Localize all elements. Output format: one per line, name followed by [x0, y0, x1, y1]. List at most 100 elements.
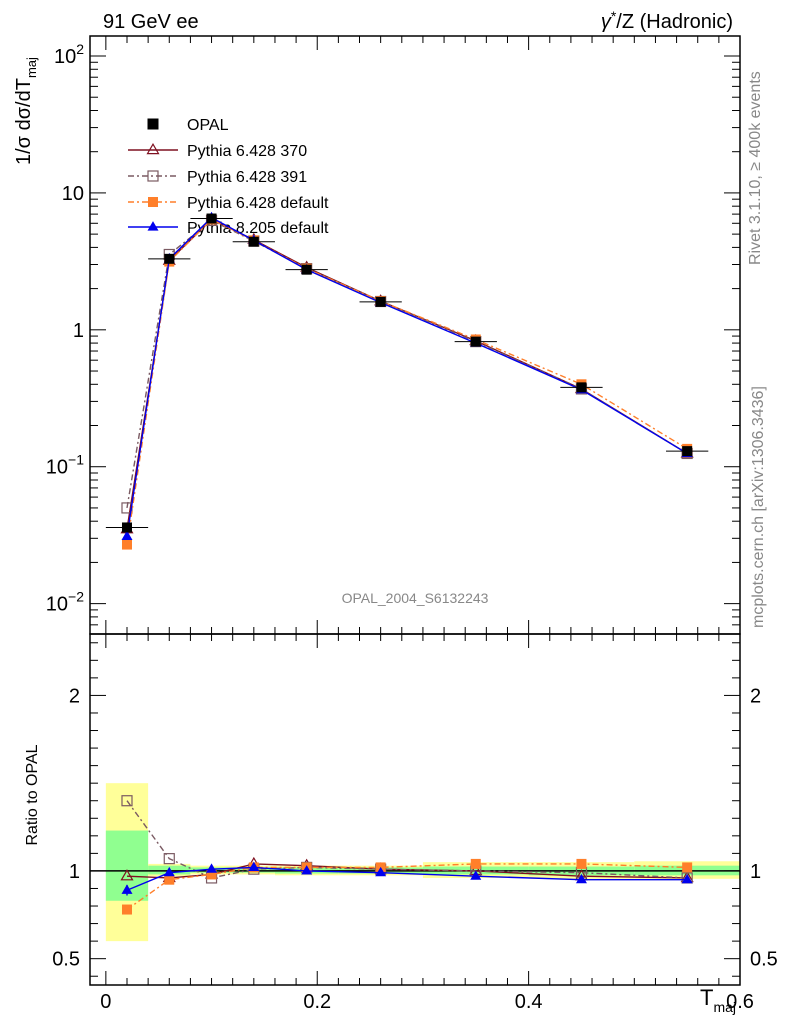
ratio-plot-series [120, 795, 694, 915]
legend-sample-py370 [128, 142, 178, 155]
legend-entry-py391: Pythia 6.428 391 [128, 169, 307, 186]
main-plot-series [105, 211, 709, 550]
header-left-title: 91 GeV ee [103, 11, 199, 33]
ratio-uncertainty-bands [90, 783, 740, 942]
main-line-py370 [126, 218, 688, 530]
main-y-tick-label-1: 10−1 [46, 452, 84, 479]
ratio-line-py_default [126, 863, 688, 911]
main-line-py_default [126, 218, 688, 545]
opal-point-6 [470, 336, 481, 347]
ratio-point-py_default-0 [121, 904, 132, 915]
legend-label-py391: Pythia 6.428 391 [187, 169, 307, 186]
header-right-gamma: γ [601, 11, 612, 33]
ratio-point-py8-6 [470, 870, 482, 880]
main-y-tick-exp-4: 2 [76, 41, 84, 57]
opal-point-8 [682, 446, 693, 457]
main-y-axis-title: 1/σ dσ/dTmaj [13, 57, 39, 165]
main-y-tick-label-3: 10 [62, 183, 84, 205]
opal-point-4 [301, 264, 312, 275]
main-line-py8 [126, 216, 688, 537]
legend-marker-opal [147, 118, 159, 130]
main-y-tick-base-4: 10 [54, 46, 76, 68]
ratio-point-py8-3 [248, 861, 260, 872]
ratio-point-py370-0 [120, 869, 134, 881]
ratio-series-py8 [121, 861, 693, 896]
ratio-plot-frame [89, 633, 741, 986]
opal-point-5 [375, 296, 386, 307]
ratio-y-tick-label-left-2: 2 [69, 685, 80, 707]
legend-sample-py391 [128, 170, 178, 182]
legend-sample-pydefault [128, 197, 178, 207]
main-point-py8-0 [121, 530, 133, 540]
ratio-point-py_default-7 [576, 858, 587, 869]
x-tick-label-2: 0.4 [515, 991, 543, 1013]
opal-point-0 [121, 522, 132, 533]
main-y-tick-label-2: 1 [73, 320, 84, 342]
ratio-point-py_default-8 [682, 862, 693, 873]
main-y-axis-title-main: 1/σ dσ/dT [13, 78, 35, 165]
main-series-py_default [121, 214, 693, 550]
ratio-point-py8-7 [575, 873, 587, 884]
main-y-axis-title-sub: maj [24, 57, 39, 78]
opal-point-2 [206, 213, 217, 224]
main-y-tick-base-0: 10 [46, 594, 68, 616]
ratio-y-tick-label-right-2: 2 [750, 685, 761, 707]
ratio-point-py_default-6 [470, 858, 481, 869]
x-tick-label-0: 0 [100, 991, 111, 1013]
ratio-y-axis-title: Ratio to OPAL [24, 744, 41, 845]
header-right-rest: /Z (Hadronic) [616, 11, 733, 33]
legend-entry-py370: Pythia 6.428 370 [128, 142, 307, 160]
main-y-tick-exp-1: −1 [68, 452, 84, 468]
opal-point-3 [248, 236, 259, 247]
mcplots-label: mcplots.cern.ch [arXiv:1306.3436] [750, 386, 767, 628]
main-y-tick-base-2: 1 [73, 320, 84, 342]
ratio-point-py391-1 [163, 853, 175, 865]
legend-marker-py8 [147, 221, 159, 231]
ratio-point-py8-1 [163, 866, 175, 877]
ratio-point-py391-0 [121, 795, 133, 807]
legend-sample-opal [147, 118, 159, 130]
main-y-tick-base-3: 10 [62, 183, 84, 205]
ratio-point-py8-5 [375, 866, 387, 877]
x-tick-label-1: 0.2 [303, 991, 331, 1013]
legend: OPAL Pythia 6.428 370 Pythia 6.428 391 P… [128, 117, 329, 237]
main-series-opal [105, 213, 709, 533]
ratio-point-py8-2 [206, 863, 218, 873]
main-y-tick-label-4: 102 [54, 41, 84, 68]
legend-marker-py370 [146, 142, 160, 155]
main-y-tick-exp-0: −2 [68, 589, 84, 605]
legend-marker-py391 [147, 170, 159, 182]
opal-point-7 [576, 382, 587, 393]
header-right-title: γ*/Z (Hadronic) [601, 8, 733, 33]
main-series-py391 [121, 214, 693, 514]
analysis-label: OPAL_2004_S6132243 [342, 590, 489, 606]
main-series-py370 [120, 212, 694, 534]
main-y-tick-base-1: 10 [46, 457, 68, 479]
legend-label-pydefault: Pythia 6.428 default [187, 195, 329, 212]
main-point-py_default-0 [121, 539, 132, 550]
legend-entry-opal: OPAL [147, 117, 229, 134]
opal-point-1 [164, 253, 175, 264]
ratio-point-py_default-2 [206, 869, 217, 880]
ratio-point-py8-0 [121, 884, 133, 894]
x-axis-title-main: T [700, 985, 713, 1010]
main-y-tick-label-0: 10−2 [46, 589, 84, 616]
main-series-py8 [121, 211, 693, 540]
ratio-y-tick-label-left-0: 0.5 [52, 949, 80, 971]
ratio-y-tick-label-left-1: 1 [69, 861, 80, 883]
legend-sample-py8 [128, 221, 178, 231]
main-line-py391 [126, 219, 688, 509]
ratio-point-py_default-1 [164, 874, 175, 885]
ratio-point-py8-8 [681, 873, 693, 884]
x-axis-title: Tmaj [700, 985, 736, 1015]
ratio-point-py8-4 [301, 865, 313, 875]
rivet-label: Rivet 3.1.10, ≥ 400k events [747, 71, 764, 265]
x-axis-title-sub: maj [713, 999, 736, 1015]
legend-marker-py_default [148, 197, 158, 207]
x-tick-label-3: 0.6 [726, 991, 754, 1013]
legend-entry-pydefault: Pythia 6.428 default [128, 195, 329, 212]
legend-label-py370: Pythia 6.428 370 [187, 143, 307, 160]
ratio-y-tick-label-right-0: 0.5 [750, 949, 778, 971]
